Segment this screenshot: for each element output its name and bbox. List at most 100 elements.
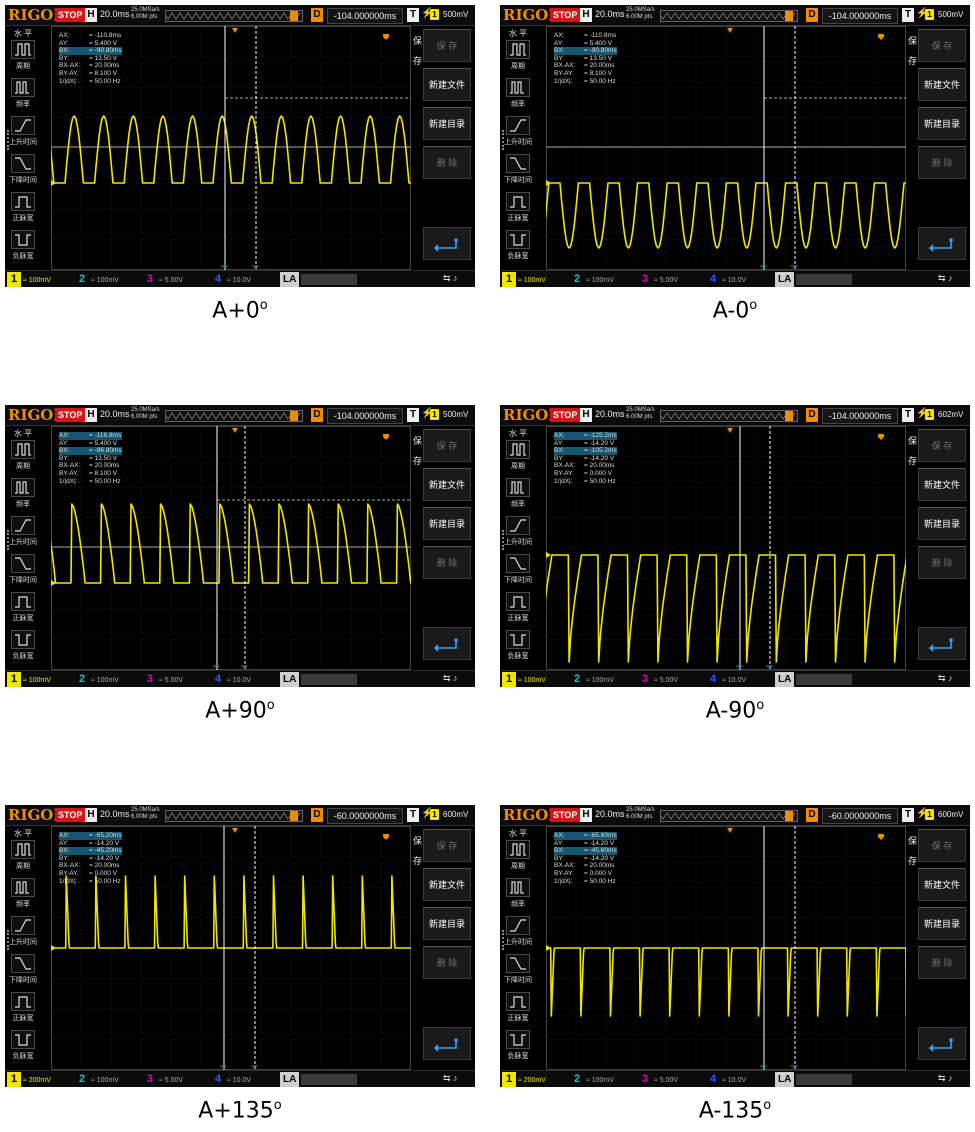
logic-analyzer-badge[interactable]: LA: [280, 1072, 300, 1087]
channel-3-badge[interactable]: 3 ≈ 5.00V: [143, 1072, 183, 1087]
delete-button[interactable]: 删 除: [918, 546, 966, 579]
timebase-value[interactable]: 20.0ms: [595, 9, 625, 19]
measure-item-period[interactable]: 周期: [9, 840, 37, 871]
new-file-button[interactable]: 新建文件: [918, 868, 966, 901]
new-file-button[interactable]: 新建文件: [918, 468, 966, 501]
run-stop-status[interactable]: STOP: [550, 808, 581, 822]
measure-item-nwidth[interactable]: 负脉宽: [504, 1030, 532, 1061]
measure-item-pwidth[interactable]: 正脉宽: [9, 592, 37, 623]
timebase-value[interactable]: 20.0ms: [100, 9, 130, 19]
waveform-display[interactable]: «» «» AX: = -65.20ms AY: = -14.20 V BX: = -45.2…: [51, 826, 411, 1070]
measure-item-period[interactable]: 周期: [504, 40, 532, 71]
new-folder-button[interactable]: 新建目录: [918, 907, 966, 940]
waveform-display[interactable]: «» «» AX: = -65.60ms AY: = -14.20 V BX: = -45.6…: [546, 826, 906, 1070]
new-folder-button[interactable]: 新建目录: [918, 107, 966, 140]
measure-item-nwidth[interactable]: 负脉宽: [9, 630, 37, 661]
run-stop-status[interactable]: STOP: [550, 408, 581, 422]
new-file-button[interactable]: 新建文件: [918, 68, 966, 101]
save-button[interactable]: 保 存: [918, 29, 966, 62]
save-button[interactable]: 保 存: [423, 29, 471, 62]
measure-item-freq[interactable]: 频率: [504, 78, 532, 109]
channel-3-badge[interactable]: 3 ≈ 5.00V: [143, 672, 183, 687]
logic-analyzer-badge[interactable]: LA: [775, 1072, 795, 1087]
run-stop-status[interactable]: STOP: [550, 8, 581, 22]
measure-item-fall[interactable]: 下降时间: [9, 154, 37, 185]
save-button[interactable]: 保 存: [423, 429, 471, 462]
waveform-display[interactable]: «» «» AX: = -110.8ms AY: = 5.400 V BX: = -90.80…: [51, 26, 411, 270]
timebase-value[interactable]: 20.0ms: [100, 809, 130, 819]
new-file-button[interactable]: 新建文件: [423, 68, 471, 101]
measure-item-rise[interactable]: 上升时间: [504, 116, 532, 147]
channel-3-badge[interactable]: 3 ≈ 5.00V: [638, 672, 678, 687]
measure-item-freq[interactable]: 频率: [9, 878, 37, 909]
waveform-display[interactable]: «» «» AX: = -125.2ms AY: = -14.20 V BX: = -105.…: [546, 426, 906, 670]
delay-value[interactable]: -104.000000ms: [327, 408, 403, 424]
logic-analyzer-badge[interactable]: LA: [280, 272, 300, 287]
measure-item-period[interactable]: 周期: [9, 40, 37, 71]
return-button[interactable]: [918, 1027, 966, 1060]
save-button[interactable]: 保 存: [423, 829, 471, 862]
trigger-level[interactable]: 600mV: [443, 810, 469, 819]
measure-item-pwidth[interactable]: 正脉宽: [504, 192, 532, 223]
delay-value[interactable]: -104.000000ms: [327, 8, 403, 24]
logic-analyzer-badge[interactable]: LA: [280, 672, 300, 687]
channel-1-badge[interactable]: 1 ≈ 200mV: [502, 1072, 546, 1087]
waveform-display[interactable]: «» «» AX: = -116.8ms AY: = 5.400 V BX: = -96.80…: [51, 426, 411, 670]
measure-item-fall[interactable]: 下降时间: [9, 954, 37, 985]
channel-4-badge[interactable]: 4 ≈ 10.0V: [211, 1072, 251, 1087]
return-button[interactable]: [918, 627, 966, 660]
measure-item-fall[interactable]: 下降时间: [9, 554, 37, 585]
delay-value[interactable]: -60.0000000ms: [822, 808, 898, 824]
measure-item-freq[interactable]: 频率: [9, 478, 37, 509]
run-stop-status[interactable]: STOP: [55, 808, 86, 822]
measure-item-pwidth[interactable]: 正脉宽: [9, 992, 37, 1023]
measure-item-rise[interactable]: 上升时间: [9, 116, 37, 147]
channel-2-badge[interactable]: 2 ≈ 100mV: [570, 672, 614, 687]
measure-item-fall[interactable]: 下降时间: [504, 154, 532, 185]
channel-1-badge[interactable]: 1 ≈ 100mV: [7, 672, 51, 687]
measure-item-freq[interactable]: 频率: [504, 878, 532, 909]
channel-4-badge[interactable]: 4 ≈ 10.0V: [211, 272, 251, 287]
new-folder-button[interactable]: 新建目录: [423, 107, 471, 140]
channel-1-badge[interactable]: 1 ≈ 100mV: [7, 272, 51, 287]
run-stop-status[interactable]: STOP: [55, 408, 86, 422]
measure-item-period[interactable]: 周期: [9, 440, 37, 471]
channel-3-badge[interactable]: 3 ≈ 5.00V: [638, 272, 678, 287]
channel-3-badge[interactable]: 3 ≈ 5.00V: [143, 272, 183, 287]
run-stop-status[interactable]: STOP: [55, 8, 86, 22]
new-file-button[interactable]: 新建文件: [423, 468, 471, 501]
measure-item-fall[interactable]: 下降时间: [504, 954, 532, 985]
measure-item-freq[interactable]: 频率: [9, 78, 37, 109]
save-button[interactable]: 保 存: [918, 429, 966, 462]
channel-4-badge[interactable]: 4 ≈ 10.0V: [706, 672, 746, 687]
trigger-level[interactable]: 500mV: [443, 10, 469, 19]
measure-item-nwidth[interactable]: 负脉宽: [9, 1030, 37, 1061]
channel-2-badge[interactable]: 2 ≈ 100mV: [570, 272, 614, 287]
logic-analyzer-badge[interactable]: LA: [775, 672, 795, 687]
delete-button[interactable]: 删 除: [423, 946, 471, 979]
measure-item-pwidth[interactable]: 正脉宽: [504, 992, 532, 1023]
delay-value[interactable]: -104.000000ms: [822, 408, 898, 424]
return-button[interactable]: [423, 227, 471, 260]
channel-1-badge[interactable]: 1 ≈ 100mV: [502, 672, 546, 687]
delay-value[interactable]: -104.000000ms: [822, 8, 898, 24]
waveform-display[interactable]: «» «» AX: = -110.8ms AY: = 5.400 V BX: = -90.80…: [546, 26, 906, 270]
channel-1-badge[interactable]: 1 ≈ 100mV: [502, 272, 546, 287]
timebase-value[interactable]: 20.0ms: [595, 809, 625, 819]
channel-4-badge[interactable]: 4 ≈ 10.0V: [211, 672, 251, 687]
new-folder-button[interactable]: 新建目录: [423, 907, 471, 940]
measure-item-rise[interactable]: 上升时间: [504, 516, 532, 547]
measure-item-pwidth[interactable]: 正脉宽: [9, 192, 37, 223]
measure-item-rise[interactable]: 上升时间: [9, 916, 37, 947]
measure-item-period[interactable]: 周期: [504, 440, 532, 471]
measure-item-pwidth[interactable]: 正脉宽: [504, 592, 532, 623]
delete-button[interactable]: 删 除: [423, 146, 471, 179]
channel-4-badge[interactable]: 4 ≈ 10.0V: [706, 1072, 746, 1087]
timebase-value[interactable]: 20.0ms: [100, 409, 130, 419]
trigger-level[interactable]: 500mV: [443, 410, 469, 419]
channel-3-badge[interactable]: 3 ≈ 5.00V: [638, 1072, 678, 1087]
logic-analyzer-badge[interactable]: LA: [775, 272, 795, 287]
timebase-value[interactable]: 20.0ms: [595, 409, 625, 419]
channel-2-badge[interactable]: 2 ≈ 100mV: [75, 1072, 119, 1087]
measure-item-rise[interactable]: 上升时间: [504, 916, 532, 947]
